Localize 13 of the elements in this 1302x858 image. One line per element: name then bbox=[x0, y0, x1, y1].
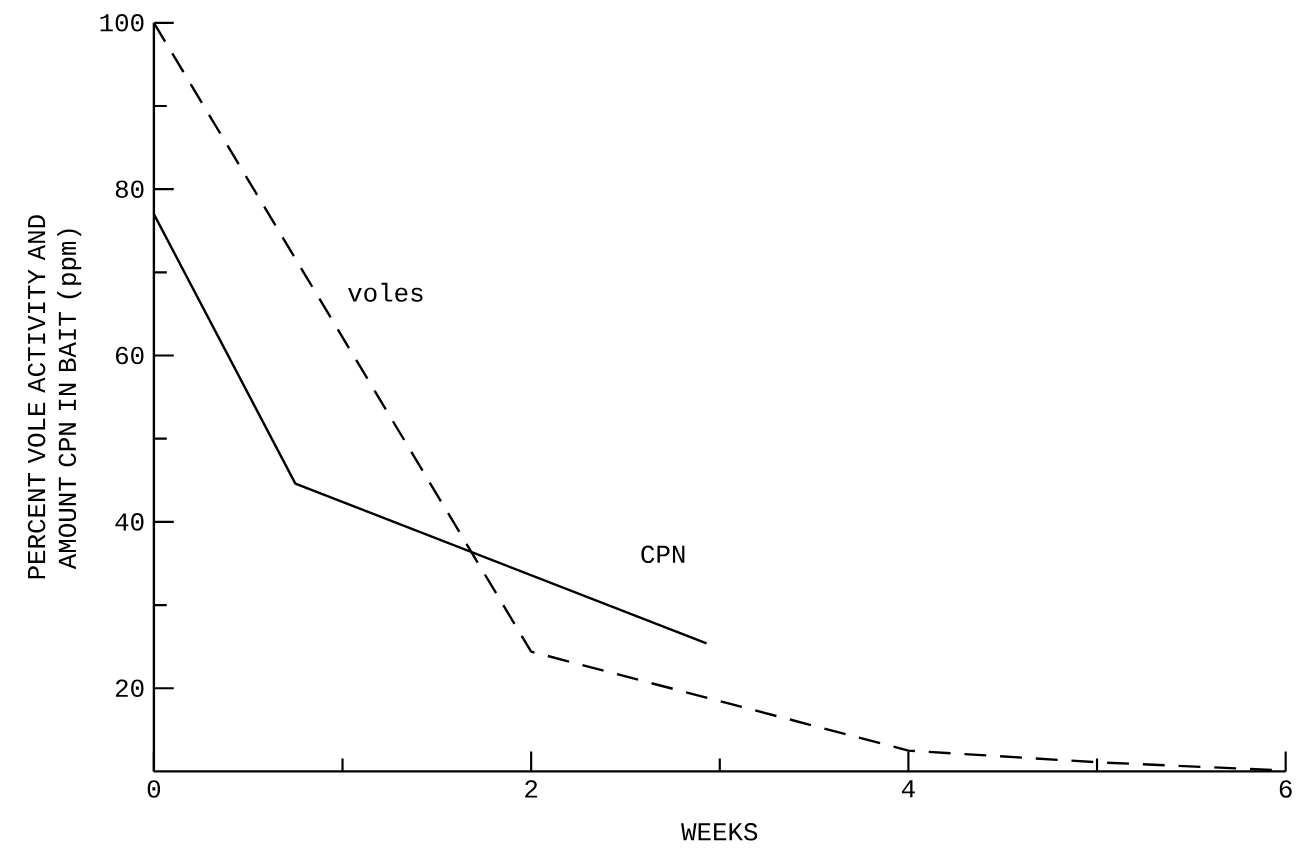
series-label: voles bbox=[348, 282, 423, 302]
x-axis-title: WEEKS bbox=[681, 823, 758, 841]
x-tick-label: 2 bbox=[525, 780, 538, 798]
y-axis-title: PERCENT VOLE ACTIVITY AND AMOUNT CPN IN BAIT (ppm) bbox=[27, 215, 82, 579]
x-tick-label: 4 bbox=[901, 780, 915, 798]
x-tick-label: 0 bbox=[147, 780, 161, 798]
y-tick-label: 60 bbox=[116, 346, 144, 365]
x-tick-label: 6 bbox=[1279, 780, 1292, 798]
series-label: CPN bbox=[641, 545, 685, 564]
y-tick-label: 20 bbox=[115, 679, 144, 698]
y-tick-label: 80 bbox=[115, 180, 144, 199]
y-tick-label: 100 bbox=[100, 14, 144, 32]
y-tick-label: 40 bbox=[115, 513, 144, 531]
